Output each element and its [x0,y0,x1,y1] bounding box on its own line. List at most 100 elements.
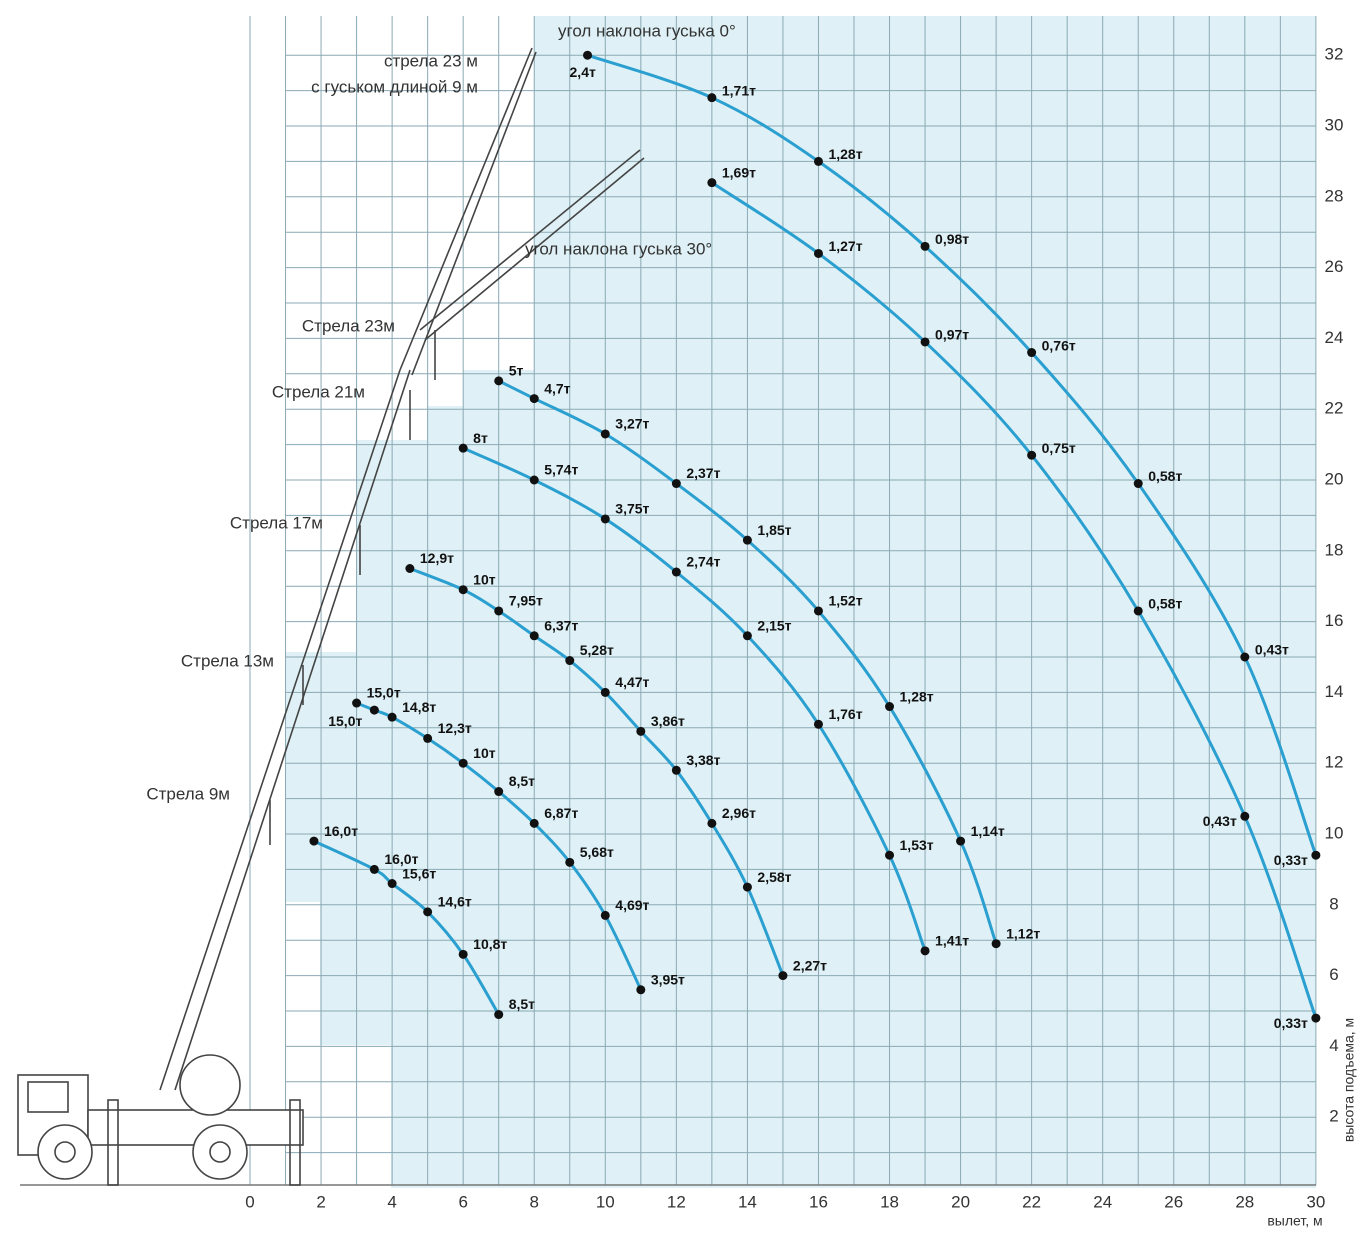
point [813,606,823,616]
point [885,702,895,712]
curve [498,379,998,945]
point [742,631,752,641]
point-label: 0,58т [1148,468,1182,484]
point-label: 2,27т [793,957,827,973]
point-label: 0,43т [1255,642,1289,658]
point [920,337,930,347]
point [405,564,415,573]
point [671,567,681,577]
point [494,787,504,797]
series-name: Стрела 13м [181,651,274,670]
curve [356,701,643,991]
point-label: 1,12т [1006,925,1040,941]
y-tick-label: 16 [1325,611,1344,630]
y-tick-label: 6 [1329,965,1338,984]
point-label: 12,9т [420,550,454,566]
point [529,394,539,404]
point [387,712,397,722]
point-label: 1,14т [971,823,1005,839]
point-label: 1,69т [722,164,756,180]
point [565,857,575,867]
point [778,971,788,981]
y-tick-label: 20 [1325,469,1344,488]
point-label: 5,68т [580,844,614,860]
point [742,882,752,892]
point-label: 12,3т [438,720,472,736]
point [636,985,646,995]
point-label: 0,33т [1274,1015,1308,1031]
annotation: с гуськом длиной 9 м [311,77,478,96]
y-tick-label: 30 [1325,115,1344,134]
point [458,949,468,959]
point [1027,450,1037,460]
point [813,156,823,166]
point-label: 10т [473,571,496,587]
point [494,1010,504,1020]
point [813,719,823,729]
point-label: 2,37т [686,465,720,481]
point-label: 14,8т [402,699,436,715]
point-label: 2,15т [757,617,791,633]
point [885,850,895,860]
point [583,50,593,60]
point-label: 0,98т [935,231,969,247]
point [494,376,504,386]
point [565,656,575,666]
curve [313,839,500,1016]
point-label: 8,5т [509,773,535,789]
point-label: 0,33т [1274,852,1308,868]
series-name: угол наклона гуська 0° [558,21,736,40]
y-tick-label: 28 [1325,186,1344,205]
point [423,907,433,917]
point-label: 8,5т [509,996,535,1012]
point-label: 3,38т [686,752,720,768]
point [1311,1013,1321,1023]
point-label: 1,71т [722,82,756,98]
series-name: Стрела 17м [230,513,323,532]
point [920,946,930,956]
point-label: 16,0т [324,823,358,839]
y-axis-label: высота подъема, м [1341,1018,1357,1142]
point-label: 4,47т [615,674,649,690]
point-label: 3,86т [651,713,685,729]
point-label: 3,95т [651,971,685,987]
point-label: 10,8т [473,936,507,952]
y-tick-label: 32 [1325,45,1344,64]
point-label: 2,74т [686,554,720,570]
y-tick-label: 12 [1325,753,1344,772]
x-tick-label: 20 [951,1192,970,1211]
point-label: 10т [473,745,496,761]
series-name: Стрела 21м [272,382,365,401]
point [1133,479,1143,489]
point-label: 0,43т [1203,813,1237,829]
point [529,475,539,485]
annotation: стрела 23 м [384,51,478,70]
point [636,726,646,736]
x-tick-label: 0 [245,1192,254,1211]
x-tick-label: 2 [316,1192,325,1211]
point [1133,606,1143,616]
point-label: 2,96т [722,805,756,821]
point-label: 16,0т [384,851,418,867]
point-label: 8т [473,430,488,446]
y-tick-label: 10 [1325,823,1344,842]
point [352,698,362,708]
point-label: 0,97т [935,327,969,343]
point [956,836,966,846]
x-tick-label: 18 [880,1192,899,1211]
point-label: 15,0т [328,713,362,729]
point-label: 7,95т [509,593,543,609]
curve [462,446,927,952]
point [1027,348,1037,358]
point-label: 15,6т [402,865,436,881]
x-tick-label: 30 [1306,1192,1325,1211]
point-label: 1,85т [757,522,791,538]
point-label: 6,87т [544,805,578,821]
y-tick-label: 8 [1329,894,1338,913]
point-label: 1,76т [828,706,862,722]
point-label: 14,6т [438,894,472,910]
point [813,248,823,258]
point-label: 1,52т [828,593,862,609]
point [600,429,610,439]
